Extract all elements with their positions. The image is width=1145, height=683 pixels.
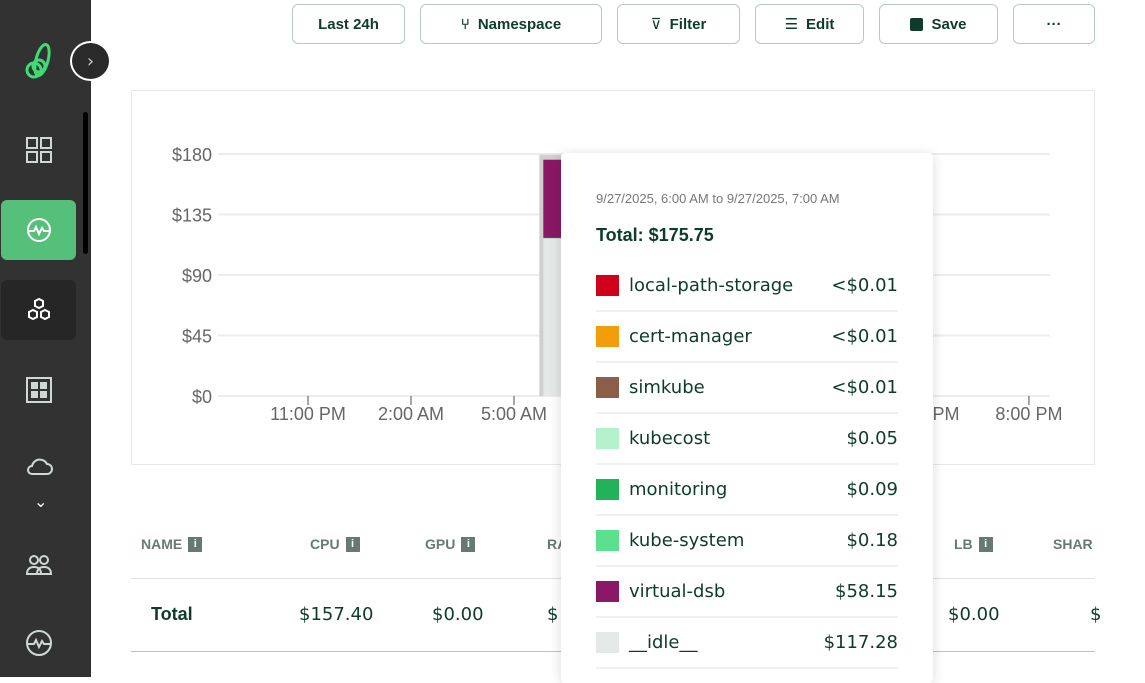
x-tick-label: 11:00 PM: [270, 404, 346, 424]
sliders-icon: ☰: [785, 15, 798, 33]
edit-label: Edit: [806, 16, 834, 33]
tooltip-row-value: $0.05: [846, 428, 898, 449]
tooltip-row-name: kube-system: [629, 530, 744, 551]
grid-icon: [24, 135, 54, 165]
ellipsis-icon: ···: [1047, 16, 1062, 33]
x-tick-label: 5:00 AM: [481, 404, 547, 424]
header-lb[interactable]: LB i: [954, 536, 993, 552]
total-cpu: $157.40: [299, 604, 373, 625]
namespace-label: Namespace: [478, 16, 561, 33]
sidebar-item-overview[interactable]: [1, 120, 76, 180]
x-tick-label: 8:00 PM: [995, 404, 1062, 424]
save-button[interactable]: Save: [879, 4, 998, 44]
aggregate-namespace-button[interactable]: ⑂ Namespace: [420, 4, 602, 44]
edit-button[interactable]: ☰ Edit: [755, 4, 864, 44]
sidebar-item-dashboards[interactable]: [1, 360, 76, 420]
color-swatch: [596, 275, 619, 296]
header-label: CPU: [310, 536, 340, 552]
tooltip-row-value: <$0.01: [831, 377, 898, 398]
y-tick-label: $45: [182, 327, 212, 347]
tooltip-row-value: $117.28: [824, 632, 898, 653]
sidebar-item-allocations[interactable]: [1, 280, 76, 340]
tooltip-row: monitoring $0.09: [596, 465, 898, 516]
sidebar-item-health[interactable]: [1, 613, 76, 673]
monitor-pulse-icon: [24, 215, 54, 245]
header-label: LB: [954, 536, 973, 552]
more-options-button[interactable]: ···: [1013, 4, 1095, 44]
floppy-icon: [910, 18, 923, 31]
sidebar-item-cloud[interactable]: [1, 445, 76, 485]
chevron-down-icon[interactable]: ⌄: [34, 492, 47, 511]
info-icon[interactable]: i: [461, 537, 475, 552]
time-range-button[interactable]: Last 24h: [292, 4, 405, 44]
header-cpu[interactable]: CPU i: [310, 536, 360, 552]
tooltip-row-name: __idle__: [629, 632, 698, 653]
sidebar-item-monitor[interactable]: [1, 200, 76, 260]
color-swatch: [596, 479, 619, 500]
tooltip-row-name: local-path-storage: [629, 275, 793, 296]
tooltip-row: kube-system $0.18: [596, 516, 898, 567]
header-label: SHAR: [1053, 536, 1093, 552]
tooltip-row-value: <$0.01: [831, 326, 898, 347]
sidebar-scrollbar[interactable]: [83, 112, 88, 254]
tooltip-row-value: $0.18: [846, 530, 898, 551]
sidebar: › ⌄: [0, 0, 91, 677]
tooltip-row: simkube <$0.01: [596, 363, 898, 414]
health-icon: [24, 628, 54, 658]
color-swatch: [596, 632, 619, 653]
tooltip-row-name: cert-manager: [629, 326, 752, 347]
tooltip-row: __idle__ $117.28: [596, 618, 898, 669]
tooltip-row: local-path-storage <$0.01: [596, 261, 898, 312]
x-tick-label: 2:00 AM: [378, 404, 444, 424]
sidebar-item-teams[interactable]: [1, 535, 76, 595]
tooltip-row-name: simkube: [629, 377, 705, 398]
filter-button[interactable]: ⊽ Filter: [617, 4, 740, 44]
color-swatch: [596, 377, 619, 398]
users-icon: [24, 550, 54, 580]
info-icon[interactable]: i: [188, 537, 202, 552]
y-tick-label: $135: [172, 206, 212, 226]
total-gpu: $0.00: [432, 604, 484, 625]
color-swatch: [596, 326, 619, 347]
tooltip-total: Total: $175.75: [596, 225, 714, 246]
tooltip-row-value: $58.15: [835, 581, 898, 602]
tooltip-row-name: monitoring: [629, 479, 727, 500]
tooltip-row-name: virtual-dsb: [629, 581, 725, 602]
header-name[interactable]: NAME i: [141, 536, 202, 552]
dashboard-icon: [24, 375, 54, 405]
expand-sidebar-button[interactable]: ›: [70, 41, 111, 81]
header-label: NAME: [141, 536, 182, 552]
header-gpu[interactable]: GPU i: [425, 536, 475, 552]
total-name: Total: [151, 604, 193, 625]
tooltip-row-value: <$0.01: [831, 275, 898, 296]
color-swatch: [596, 428, 619, 449]
total-ram: $: [547, 604, 558, 625]
filter-label: Filter: [670, 16, 707, 33]
header-shared[interactable]: SHAR: [1053, 536, 1095, 552]
tooltip-row: kubecost $0.05: [596, 414, 898, 465]
info-icon[interactable]: i: [346, 537, 360, 552]
cloud-icon: [24, 450, 54, 480]
info-icon[interactable]: i: [979, 537, 993, 552]
tooltip-row-value: $0.09: [846, 479, 898, 500]
y-tick-label: $180: [172, 145, 212, 165]
hierarchy-icon: ⑂: [461, 16, 470, 33]
tooltip-range: 9/27/2025, 6:00 AM to 9/27/2025, 7:00 AM: [596, 191, 840, 206]
filter-icon: ⊽: [651, 15, 662, 33]
tooltip-row-name: kubecost: [629, 428, 710, 449]
tooltip-row: cert-manager <$0.01: [596, 312, 898, 363]
hexagons-icon: [24, 295, 54, 325]
y-tick-label: $90: [182, 266, 212, 286]
time-range-label: Last 24h: [318, 16, 379, 33]
y-tick-label: $0: [192, 387, 212, 407]
chart-tooltip: 9/27/2025, 6:00 AM to 9/27/2025, 7:00 AM…: [561, 153, 933, 683]
save-label: Save: [931, 16, 966, 33]
total-lb: $0.00: [948, 604, 1000, 625]
tooltip-row: virtual-dsb $58.15: [596, 567, 898, 618]
total-shared: $: [1090, 604, 1101, 625]
header-label: GPU: [425, 536, 455, 552]
color-swatch: [596, 581, 619, 602]
kubecost-logo[interactable]: [22, 40, 56, 82]
color-swatch: [596, 530, 619, 551]
